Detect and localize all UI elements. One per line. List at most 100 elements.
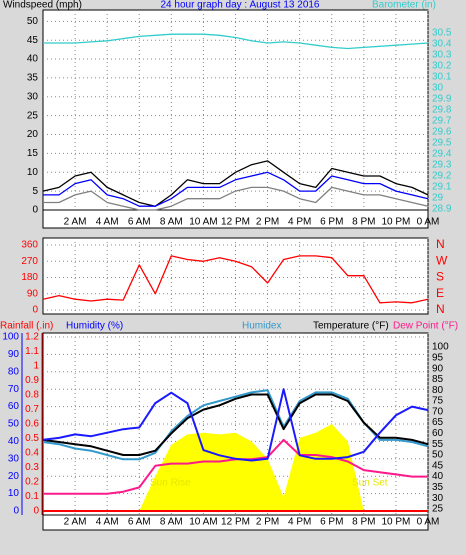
y2-tick-label: 30.4 xyxy=(432,39,452,50)
y2-axis-label: Barometer (in) xyxy=(372,0,436,11)
y2-tick-label: 29.6 xyxy=(432,127,452,138)
x-tick-label: 6 PM xyxy=(320,517,343,528)
y2-tick-label: 35 xyxy=(432,482,444,493)
y2-tick-label: 30.3 xyxy=(432,50,452,61)
x-tick-label: 0 AM xyxy=(417,517,440,528)
y3-tick-label: 0.8 xyxy=(25,390,39,401)
line xyxy=(43,33,429,50)
y2-tick-label: N xyxy=(436,237,445,251)
y-tick-label: 80 xyxy=(8,366,20,377)
x-tick-label: 8 PM xyxy=(352,217,375,228)
sunset-label: Sun Set xyxy=(352,478,388,489)
x-tick-label: 4 AM xyxy=(96,517,119,528)
x-tick-label: 10 AM xyxy=(189,217,217,228)
x-tick-label: 6 PM xyxy=(320,217,343,228)
y2-tick-label: 30 xyxy=(432,493,444,504)
y2-tick-label: 29.1 xyxy=(432,182,452,193)
y-tick-label: 30 xyxy=(8,453,20,464)
y2-tick-label: 29 xyxy=(432,193,444,204)
y2-tick-label: 29.8 xyxy=(432,105,452,116)
x-tick-label: 2 AM xyxy=(64,517,87,528)
y2-tick-label: 55 xyxy=(432,439,444,450)
y-tick-label: 90 xyxy=(27,288,39,299)
x-tick-label: 2 PM xyxy=(256,517,279,528)
y-tick-label: 0 xyxy=(32,305,38,316)
x-tick-label: 4 PM xyxy=(288,517,311,528)
y2-tick-label: 75 xyxy=(432,396,444,407)
sunrise-label: Sun Rise xyxy=(150,478,191,489)
y3-tick-label: 1 xyxy=(33,361,39,372)
line xyxy=(42,388,429,462)
y-tick-label: 70 xyxy=(8,384,20,395)
line xyxy=(42,393,429,456)
x-tick-label: 2 AM xyxy=(64,217,87,228)
x-tick-label: 12 PM xyxy=(221,517,250,528)
y2-tick-label: N xyxy=(436,302,445,316)
y2-tick-label: 25 xyxy=(432,504,444,515)
y2-tick-label: 29.7 xyxy=(432,116,452,127)
humidity-label: Humidity (%) xyxy=(66,321,123,332)
x-tick-label: 8 AM xyxy=(160,217,183,228)
y2-tick-label: 65 xyxy=(432,417,444,428)
y2-tick-label: 95 xyxy=(432,352,444,363)
line xyxy=(42,255,429,304)
y2-tick-label: 90 xyxy=(432,363,444,374)
y-axis-label: Windspeed (mph) xyxy=(3,0,82,11)
x-tick-label: 4 AM xyxy=(96,217,119,228)
y-tick-label: 0 xyxy=(32,205,38,216)
x-tick-label: 10 AM xyxy=(189,517,217,528)
line xyxy=(42,160,429,207)
y-tick-label: 360 xyxy=(21,240,38,251)
y-tick-label: 35 xyxy=(27,73,39,84)
y2-tick-label: 29.2 xyxy=(432,171,452,182)
y2-tick-label: 30.2 xyxy=(432,61,452,72)
y2-tick-label: 100 xyxy=(432,342,449,353)
y3-tick-label: 1.1 xyxy=(25,346,39,357)
y2-tick-label: 30.5 xyxy=(432,28,452,39)
y2-tick-label: 29.3 xyxy=(432,160,452,171)
y-tick-label: 20 xyxy=(27,129,39,140)
y-tick-label: 50 xyxy=(8,419,20,430)
y2-tick-label: 29.9 xyxy=(432,94,452,105)
y-tick-label: 60 xyxy=(8,401,20,412)
y2-tick-label: W xyxy=(436,253,448,267)
y3-tick-label: 0.1 xyxy=(25,491,39,502)
y-tick-label: 40 xyxy=(8,436,20,447)
y-tick-label: 0 xyxy=(13,506,19,517)
y2-tick-label: 30 xyxy=(432,83,444,94)
y2-tick-label: 45 xyxy=(432,460,444,471)
y-tick-label: 50 xyxy=(27,16,39,27)
line xyxy=(43,186,429,211)
y2-tick-label: S xyxy=(436,270,444,284)
area xyxy=(43,424,428,511)
x-tick-label: 10 PM xyxy=(381,517,410,528)
y-tick-label: 10 xyxy=(8,488,20,499)
y2-tick-label: 30.1 xyxy=(432,72,452,83)
y2-tick-label: 40 xyxy=(432,471,444,482)
x-tick-label: 0 AM xyxy=(417,217,440,228)
temperature-label: Temperature (°F) xyxy=(313,321,389,332)
y-tick-label: 180 xyxy=(21,272,38,283)
y2-tick-label: 80 xyxy=(432,385,444,396)
y-tick-label: 15 xyxy=(27,148,39,159)
x-tick-label: 6 AM xyxy=(128,217,151,228)
chart-title: 24 hour graph day : August 13 2016 xyxy=(160,0,319,11)
y-tick-label: 45 xyxy=(27,35,39,46)
y3-tick-label: 0.3 xyxy=(25,462,39,473)
y-tick-label: 5 xyxy=(32,186,38,197)
x-tick-label: 2 PM xyxy=(256,217,279,228)
y2-tick-label: 50 xyxy=(432,450,444,461)
x-tick-label: 6 AM xyxy=(128,517,151,528)
y2-tick-label: E xyxy=(436,286,444,300)
humidex-label: Humidex xyxy=(242,321,281,332)
y-tick-label: 10 xyxy=(27,167,39,178)
y3-tick-label: 1.2 xyxy=(25,332,39,343)
line xyxy=(43,171,429,207)
y-tick-label: 20 xyxy=(8,471,20,482)
y2-tick-label: 85 xyxy=(432,374,444,385)
y3-tick-label: 0.7 xyxy=(25,404,39,415)
rain-label: Rainfall (.in) xyxy=(0,321,53,332)
y-tick-label: 90 xyxy=(8,349,20,360)
x-tick-label: 4 PM xyxy=(288,217,311,228)
y2-tick-label: 60 xyxy=(432,428,444,439)
